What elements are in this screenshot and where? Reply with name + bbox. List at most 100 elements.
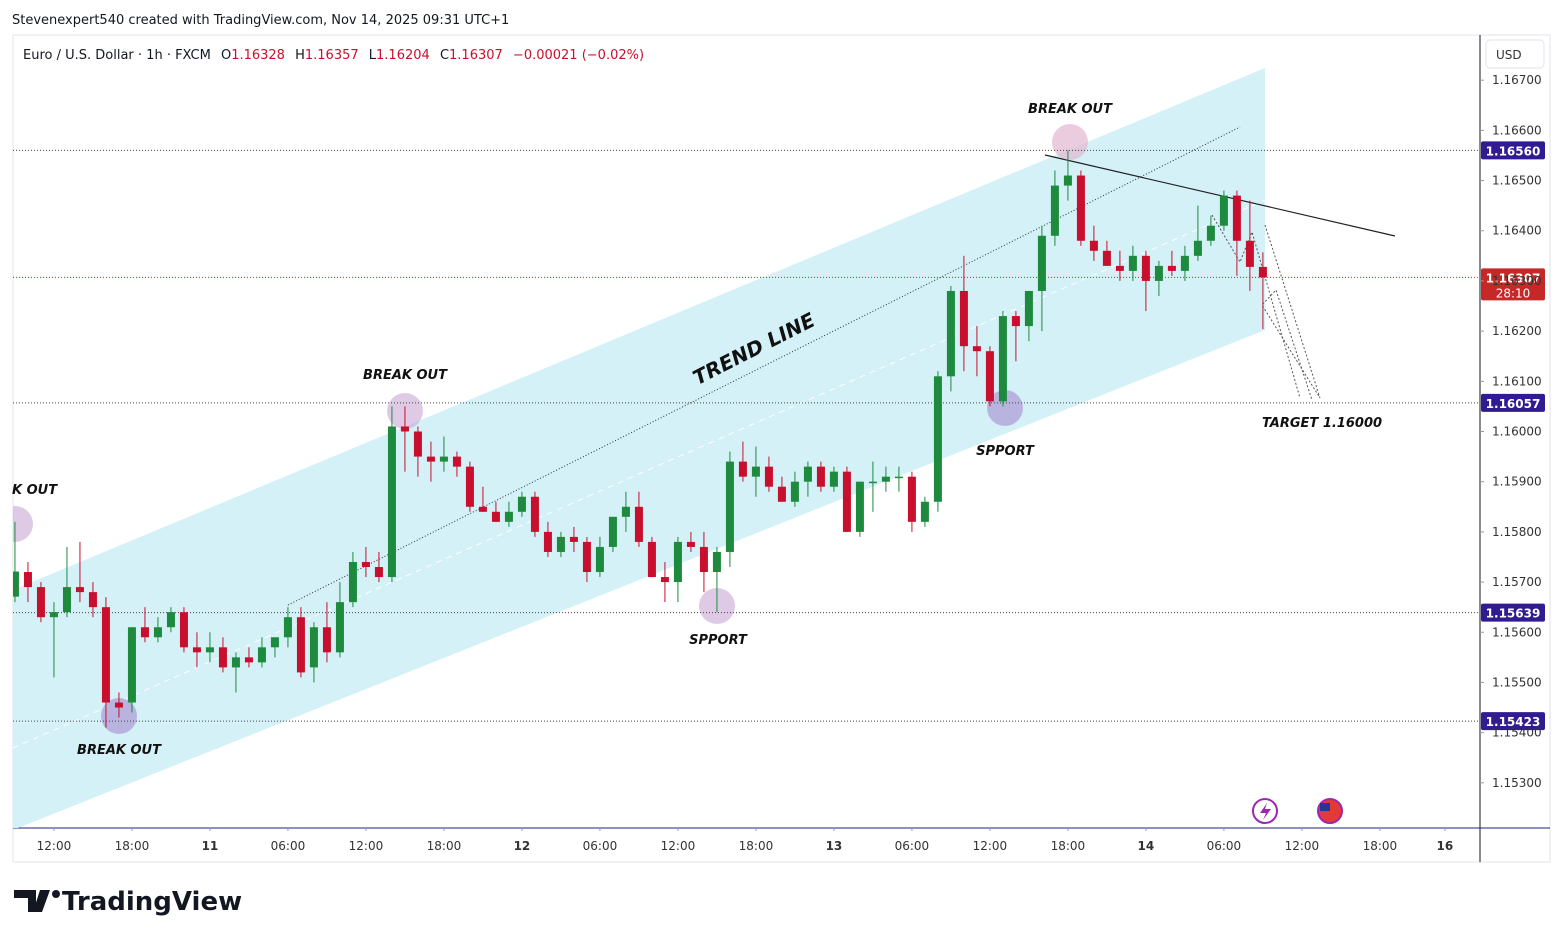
x-tick-label: 06:00 [271, 839, 306, 853]
candles [13, 150, 1267, 728]
candle-body [88, 592, 97, 608]
y-tick-label: 1.16600 [1492, 123, 1542, 137]
candle-body [49, 612, 58, 618]
event-icon[interactable] [1252, 798, 1278, 824]
candle-body [413, 431, 422, 457]
x-tick-label: 16 [1437, 839, 1454, 853]
x-tick-label: 18:00 [115, 839, 150, 853]
resistance-line [1044, 154, 1396, 237]
ohlc-value: 1.16357 [305, 48, 359, 63]
attribution: Stevenexpert540 created with TradingView… [12, 13, 509, 28]
y-tick-label: 1.16300 [1492, 274, 1542, 288]
annotation: BREAK OUT [363, 368, 448, 383]
candle-body [192, 647, 201, 653]
candle-body [751, 466, 760, 477]
annotation: SPPORT [689, 633, 748, 648]
change: −0.00021 (−0.02%) [513, 48, 644, 63]
ohlc-key: L [369, 48, 377, 63]
candle-body [244, 657, 253, 663]
logo: TradingView [14, 887, 242, 917]
currency[interactable]: USD [1496, 48, 1522, 62]
candle-body [309, 627, 318, 668]
annotation: TARGET 1.16000 [1262, 416, 1382, 431]
candle-body [1141, 255, 1150, 281]
x-tick-label: 12 [514, 839, 531, 853]
candle-body [1011, 316, 1020, 327]
x-tick-label: 12:00 [1285, 839, 1320, 853]
projection-b [1261, 224, 1321, 401]
candle-body [725, 461, 734, 552]
annotation: BREAK OUT [1028, 102, 1113, 117]
candle-body [1167, 265, 1176, 271]
candle-body [855, 481, 864, 532]
x-tick-label: 18:00 [1363, 839, 1398, 853]
candle-body [868, 481, 877, 484]
candle-body [621, 506, 630, 517]
candle-body [1050, 185, 1059, 236]
candle-body [1076, 175, 1085, 241]
candle-body [1037, 235, 1046, 291]
x-tick-label: 12:00 [37, 839, 72, 853]
price-badge [1481, 712, 1545, 731]
candle-body [1258, 266, 1267, 278]
candle-body [881, 476, 890, 482]
candle-body [400, 426, 409, 432]
y-tick-label: 1.15700 [1492, 575, 1542, 589]
y-tick-label: 1.16200 [1492, 324, 1542, 338]
candle-body [816, 466, 825, 487]
x-tick-label: 18:00 [427, 839, 462, 853]
y-tick-label: 1.16000 [1492, 425, 1542, 439]
candle-body [634, 506, 643, 542]
y-tick-label: 1.15600 [1492, 625, 1542, 639]
annotation: K OUT [12, 483, 58, 498]
y-tick-label: 1.15800 [1492, 525, 1542, 539]
candle-body [907, 476, 916, 522]
candle-body [166, 612, 175, 628]
candle-body [465, 466, 474, 507]
candle-body [127, 627, 136, 703]
candle-body [153, 627, 162, 638]
candle-body [777, 486, 786, 502]
candle-body [998, 316, 1007, 402]
ohlc-value: 1.16328 [231, 48, 285, 63]
flag-canton [1320, 803, 1330, 811]
currency-box[interactable] [1485, 39, 1545, 69]
candle-body [140, 627, 149, 638]
candle-body [1063, 175, 1072, 186]
x-tick-label: 18:00 [1051, 839, 1086, 853]
logo-text: TradingView [62, 887, 242, 917]
candle-body [13, 571, 19, 597]
channel-midline [13, 199, 1266, 749]
price-badge-label: 1.16057 [1486, 397, 1541, 411]
y-tick-label: 1.15900 [1492, 475, 1542, 489]
ohlc-key: H [295, 48, 305, 63]
y-tick-label: 1.15400 [1492, 726, 1542, 740]
candle-body [283, 617, 292, 638]
marker [987, 390, 1023, 426]
ohlc-value: 1.16204 [376, 48, 430, 63]
y-tick-label: 1.15500 [1492, 675, 1542, 689]
candle-body [1089, 240, 1098, 251]
candle-body [452, 456, 461, 467]
price-badge [1481, 141, 1545, 160]
candle-body [478, 506, 487, 512]
candle-body [1128, 255, 1137, 271]
candle-body [504, 511, 513, 522]
price-badge [1481, 393, 1545, 412]
candle-body [517, 496, 526, 512]
candle-body [348, 561, 357, 603]
x-tick-label: 06:00 [1207, 839, 1242, 853]
candle-body [296, 617, 305, 673]
price-badge [1481, 603, 1545, 622]
logo-mark [14, 890, 50, 912]
candle-body [959, 290, 968, 347]
candle-body [803, 466, 812, 482]
candle-body [36, 587, 45, 618]
x-tick-label: 12:00 [349, 839, 384, 853]
candle-body [439, 456, 448, 462]
logo-dot [52, 890, 60, 898]
candle-body [322, 627, 331, 653]
candle-body [764, 466, 773, 487]
candle-body [491, 511, 500, 522]
candle-body [1232, 195, 1241, 241]
